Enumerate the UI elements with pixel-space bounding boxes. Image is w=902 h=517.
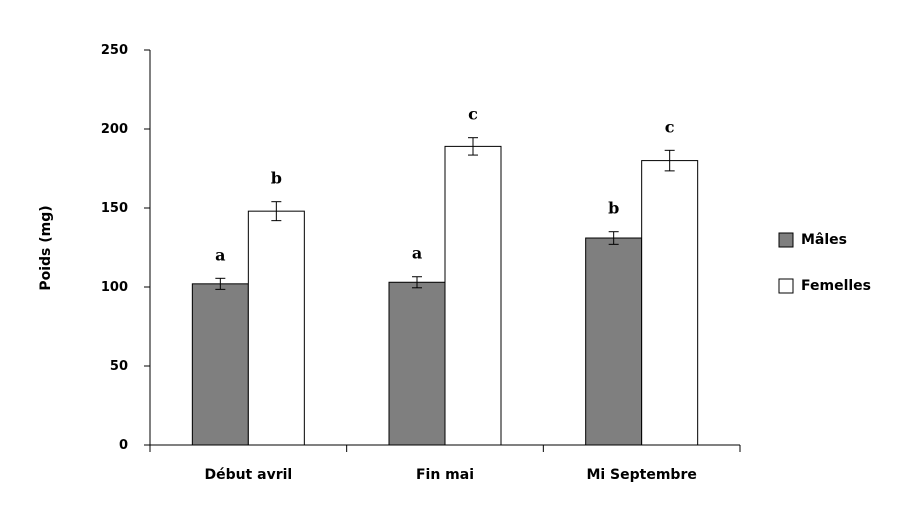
error-bar [215,277,226,290]
bar-males [585,237,643,446]
x-category-label: Mi Septembre [586,467,696,483]
error-bar [664,149,675,172]
y-tick-label: 150 [101,201,128,216]
bar-females [641,160,699,446]
significance-letter: a [412,244,422,263]
legend: Mâles Femelles [778,232,871,294]
bar-males [191,283,249,446]
legend-label: Femelles [801,278,871,294]
y-tick-label: 50 [110,359,128,374]
significance-letter: c [468,105,478,124]
y-tick-label: 0 [119,438,128,453]
legend-swatch [778,232,794,248]
error-bar [468,137,478,156]
y-tick-label: 250 [101,43,128,58]
error-bar [412,276,422,289]
legend-label: Mâles [801,232,847,248]
significance-letter: b [608,199,619,218]
error-bar [271,201,282,222]
x-axis-categories: Début avril Fin mai Mi Septembre [149,445,741,483]
bar-females [444,145,502,446]
bar-females [247,210,305,446]
significance-letter: b [271,169,282,188]
y-axis-ticks: 0 50 100 150 200 250 [101,43,150,453]
y-axis-label: Poids (mg) [38,205,54,290]
y-tick-label: 100 [101,280,128,295]
x-category-label: Fin mai [416,467,474,483]
legend-swatch [778,278,794,294]
x-category-label: Début avril [204,467,292,483]
y-tick-label: 200 [101,122,128,137]
significance-letter: c [665,117,675,136]
significance-letter: a [215,245,225,264]
plot-area: a b a c b c [191,105,699,446]
bar-males [388,281,446,446]
error-bar [608,231,619,245]
